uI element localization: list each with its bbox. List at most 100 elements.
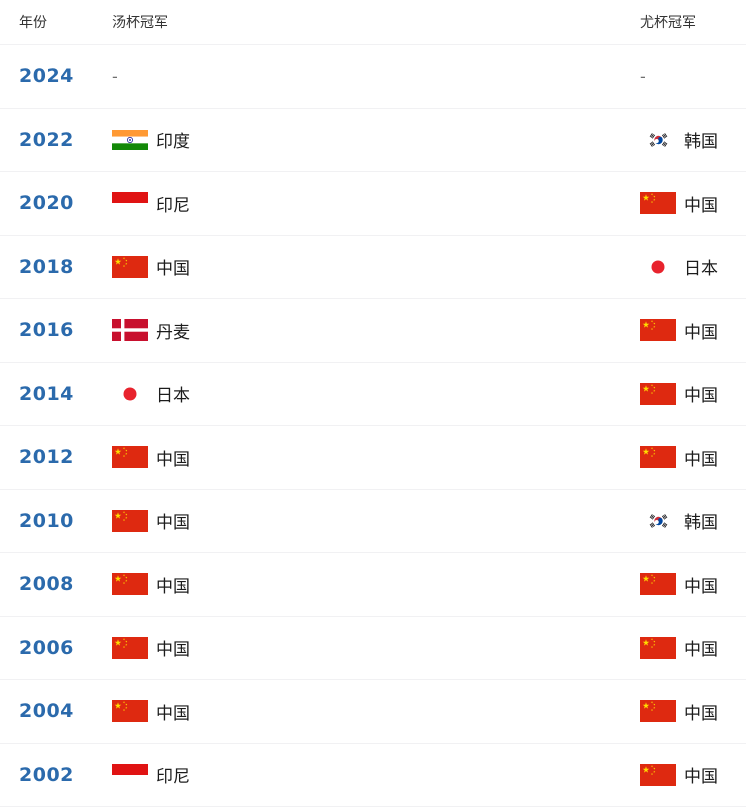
uber-champion-label: 韩国 — [684, 508, 718, 533]
uber-champion-label: 中国 — [684, 572, 718, 597]
table-row: 2014 日本 中国 — [0, 363, 746, 427]
header-uber-cup: 尤杯冠军 — [640, 12, 746, 32]
china-flag-icon — [640, 636, 676, 660]
south-korea-flag-icon — [640, 128, 676, 152]
uber-cell: 韩国 — [640, 127, 746, 152]
uber-cell: 中国 — [640, 191, 746, 216]
uber-champion-label: 中国 — [684, 318, 718, 343]
indonesia-flag-icon — [112, 191, 148, 215]
year-link[interactable]: 2022 — [19, 129, 74, 151]
thomas-champion-label: 日本 — [156, 381, 190, 406]
china-flag-icon — [112, 255, 148, 279]
table-row: 2024 - - — [0, 45, 746, 109]
uber-cell: 中国 — [640, 381, 746, 406]
uber-champion-label: 中国 — [684, 445, 718, 470]
thomas-cell: 中国 — [112, 572, 640, 597]
year-link[interactable]: 2024 — [19, 65, 74, 87]
thomas-cell: 日本 — [112, 381, 640, 406]
thomas-cell: 中国 — [112, 699, 640, 724]
thomas-champion-label: 中国 — [156, 635, 190, 660]
uber-champion-label: 日本 — [684, 254, 718, 279]
year-cell: 2002 — [0, 764, 112, 786]
year-cell: 2022 — [0, 129, 112, 151]
year-cell: 2014 — [0, 383, 112, 405]
uber-cell: 中国 — [640, 635, 746, 660]
uber-champion-label: 韩国 — [684, 127, 718, 152]
china-flag-icon — [112, 699, 148, 723]
uber-champion-label: 中国 — [684, 381, 718, 406]
thomas-champion-label: 中国 — [156, 508, 190, 533]
table-row: 2018 中国 日本 — [0, 236, 746, 300]
year-link[interactable]: 2008 — [19, 573, 74, 595]
thomas-cell: 印尼 — [112, 762, 640, 787]
year-cell: 2020 — [0, 192, 112, 214]
year-link[interactable]: 2002 — [19, 764, 74, 786]
china-flag-icon — [640, 699, 676, 723]
china-flag-icon — [640, 191, 676, 215]
thomas-cell: 中国 — [112, 635, 640, 660]
china-flag-icon — [640, 572, 676, 596]
table-row: 2020 印尼 中国 — [0, 172, 746, 236]
uber-cell: 韩国 — [640, 508, 746, 533]
thomas-cell: 中国 — [112, 508, 640, 533]
thomas-cell: 中国 — [112, 254, 640, 279]
year-cell: 2010 — [0, 510, 112, 532]
thomas-cell: 丹麦 — [112, 318, 640, 343]
uber-champion-label: 中国 — [684, 635, 718, 660]
uber-cell: 日本 — [640, 254, 746, 279]
china-flag-icon — [112, 509, 148, 533]
table-row: 2006 中国 中国 — [0, 617, 746, 681]
thomas-cell: 印度 — [112, 127, 640, 152]
denmark-flag-icon — [112, 318, 148, 342]
uber-champion-label: 中国 — [684, 699, 718, 724]
year-cell: 2018 — [0, 256, 112, 278]
year-cell: 2016 — [0, 319, 112, 341]
thomas-champion-label: 印尼 — [156, 762, 190, 787]
japan-flag-icon — [112, 382, 148, 406]
uber-cell: - — [640, 67, 746, 86]
thomas-champion-label: 中国 — [156, 445, 190, 470]
china-flag-icon — [112, 636, 148, 660]
year-link[interactable]: 2020 — [19, 192, 74, 214]
year-cell: 2012 — [0, 446, 112, 468]
year-cell: 2024 — [0, 65, 112, 87]
year-link[interactable]: 2016 — [19, 319, 74, 341]
thomas-champion-label: - — [112, 67, 118, 86]
indonesia-flag-icon — [112, 763, 148, 787]
thomas-cell: 印尼 — [112, 191, 640, 216]
china-flag-icon — [640, 763, 676, 787]
table-header-row: 年份 汤杯冠军 尤杯冠军 — [0, 0, 746, 45]
year-link[interactable]: 2004 — [19, 700, 74, 722]
uber-cell: 中国 — [640, 572, 746, 597]
thomas-cell: - — [112, 67, 640, 86]
year-link[interactable]: 2014 — [19, 383, 74, 405]
table-row: 2016 丹麦 中国 — [0, 299, 746, 363]
header-thomas-cup: 汤杯冠军 — [112, 12, 640, 32]
table-row: 2008 中国 中国 — [0, 553, 746, 617]
uber-cell: 中国 — [640, 318, 746, 343]
uber-champion-label: - — [640, 67, 646, 86]
year-link[interactable]: 2010 — [19, 510, 74, 532]
table-row: 2010 中国 韩国 — [0, 490, 746, 554]
thomas-cell: 中国 — [112, 445, 640, 470]
year-cell: 2006 — [0, 637, 112, 659]
uber-cell: 中国 — [640, 445, 746, 470]
table-row: 2022 印度 韩国 — [0, 109, 746, 173]
year-link[interactable]: 2006 — [19, 637, 74, 659]
thomas-champion-label: 丹麦 — [156, 318, 190, 343]
table-row: 2012 中国 中国 — [0, 426, 746, 490]
year-cell: 2004 — [0, 700, 112, 722]
south-korea-flag-icon — [640, 509, 676, 533]
year-link[interactable]: 2012 — [19, 446, 74, 468]
header-year: 年份 — [0, 12, 112, 32]
table-body: 2024 - - 2022 印度 韩国 2020 印尼 — [0, 45, 746, 807]
year-cell: 2008 — [0, 573, 112, 595]
china-flag-icon — [640, 318, 676, 342]
year-link[interactable]: 2018 — [19, 256, 74, 278]
thomas-champion-label: 印度 — [156, 127, 190, 152]
japan-flag-icon — [640, 255, 676, 279]
table-row: 2004 中国 中国 — [0, 680, 746, 744]
thomas-champion-label: 中国 — [156, 572, 190, 597]
table-row: 2002 印尼 中国 — [0, 744, 746, 807]
